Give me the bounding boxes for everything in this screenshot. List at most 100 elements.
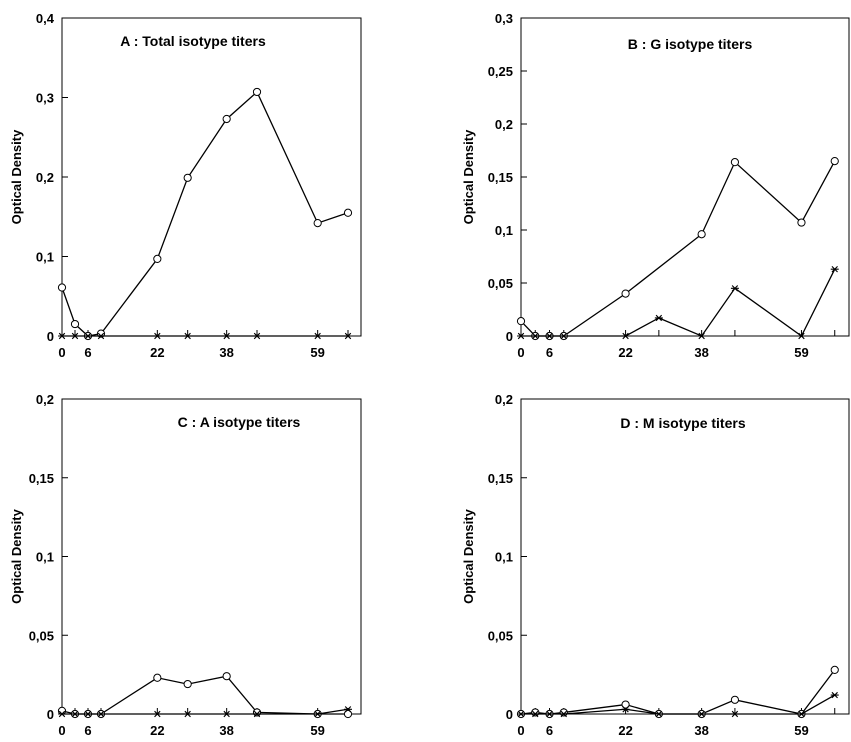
data-point-star: [253, 710, 261, 718]
y-tick-label: 0,1: [36, 250, 54, 265]
x-tick-label: 59: [794, 723, 808, 738]
data-point-star: [517, 710, 525, 718]
data-point-star: [222, 710, 231, 718]
y-tick-label: 0,3: [495, 11, 513, 26]
x-tick-label: 59: [310, 345, 324, 360]
y-tick-label: 0: [47, 707, 54, 722]
data-point-star: [531, 332, 540, 340]
data-point-circle: [313, 219, 322, 228]
series-star: [517, 691, 839, 718]
data-point-star: [58, 710, 66, 718]
y-tick-label: 0,15: [488, 170, 513, 185]
data-point-star: [153, 332, 162, 340]
x-tick-label: 6: [84, 723, 91, 738]
data-point-star: [531, 710, 540, 718]
data-point-circle: [252, 708, 262, 717]
plot-frame: [520, 398, 850, 715]
x-tick-label: 6: [84, 345, 91, 360]
data-point-circle: [343, 208, 353, 217]
series-line: [521, 694, 836, 715]
x-tick-label: 0: [517, 723, 524, 738]
data-point-star: [621, 332, 630, 340]
data-point-star: [559, 332, 568, 340]
series-line: [520, 160, 836, 337]
data-point-star: [654, 710, 663, 718]
y-tick-label: 0: [506, 707, 513, 722]
chart-title: D : M isotype titers: [620, 415, 745, 431]
chart-panel-c: 0 0,05 0,1 0,15 0,2 0 6 22 38 59 C : A isotype tit…: [9, 392, 362, 738]
data-point-star: [58, 332, 66, 340]
x-tick-label: 6: [546, 723, 553, 738]
chart-title: B : G isotype titers: [628, 36, 753, 52]
data-point-star: [559, 710, 568, 718]
data-point-star: [545, 332, 554, 340]
series-star: [58, 706, 352, 718]
chart-panel-b: 0 0,05 0,1 0,15 0,2 0,25 0,3 0 6 22 38 59 B : G isot…: [461, 11, 850, 360]
data-point-star: [344, 706, 352, 713]
y-tick-label: 0,1: [495, 223, 513, 238]
series-line: [61, 675, 348, 715]
data-point-star: [71, 710, 79, 718]
series-circle: [516, 157, 839, 341]
series-line: [61, 90, 349, 337]
data-point-circle: [621, 289, 630, 298]
data-point-star: [730, 285, 739, 292]
data-point-circle: [697, 230, 706, 239]
data-point-star: [830, 691, 839, 699]
y-tick-label: 0,1: [36, 550, 54, 565]
y-tick-label: 0,1: [495, 550, 513, 565]
x-tick-label: 59: [794, 345, 808, 360]
y-tick-label: 0,05: [488, 628, 513, 643]
data-point-circle: [183, 679, 192, 689]
y-tick-label: 0,05: [29, 628, 54, 643]
data-point-circle: [516, 317, 526, 326]
data-point-circle: [830, 157, 839, 166]
series-line: [62, 708, 349, 715]
data-point-circle: [621, 700, 630, 709]
plot-frame: [61, 17, 362, 337]
x-tick-label: 38: [694, 723, 708, 738]
data-point-star: [253, 332, 261, 340]
data-point-star: [517, 332, 525, 340]
data-point-circle: [343, 709, 353, 719]
data-point-circle: [531, 708, 540, 717]
chart-title: C : A isotype titers: [178, 414, 301, 430]
x-tick-label: 38: [694, 345, 708, 360]
y-tick-label: 0,2: [36, 392, 54, 407]
data-point-circle: [830, 665, 839, 675]
data-point-star: [313, 710, 322, 718]
data-point-circle: [252, 87, 262, 97]
data-point-star: [797, 710, 806, 718]
data-point-star: [621, 706, 630, 713]
series-line: [521, 268, 836, 337]
series-line: [520, 669, 836, 715]
y-tick-label: 0,25: [488, 64, 513, 79]
data-point-circle: [730, 158, 740, 167]
series-circle: [516, 665, 839, 719]
data-point-star: [313, 332, 322, 340]
x-tick-label: 59: [310, 723, 324, 738]
data-point-star: [97, 332, 105, 340]
data-point-star: [545, 710, 554, 718]
data-point-star: [84, 710, 92, 718]
chart-title: A : Total isotype titers: [120, 33, 266, 49]
y-tick-label: 0: [506, 329, 513, 344]
x-tick-label: 0: [58, 345, 65, 360]
data-point-circle: [153, 673, 162, 682]
y-tick-label: 0,2: [495, 392, 513, 407]
data-point-star: [697, 710, 706, 718]
data-point-star: [153, 710, 162, 718]
x-tick-label: 0: [58, 723, 65, 738]
y-axis-label: Optical Density: [461, 129, 476, 224]
data-point-circle: [797, 218, 806, 227]
y-tick-label: 0,15: [488, 471, 513, 486]
data-point-star: [697, 332, 706, 340]
data-point-circle: [183, 173, 192, 182]
data-point-circle: [559, 708, 568, 717]
data-point-circle: [730, 695, 740, 704]
x-tick-label: 6: [546, 345, 553, 360]
data-point-circle: [70, 319, 80, 329]
x-tick-label: 22: [618, 723, 632, 738]
